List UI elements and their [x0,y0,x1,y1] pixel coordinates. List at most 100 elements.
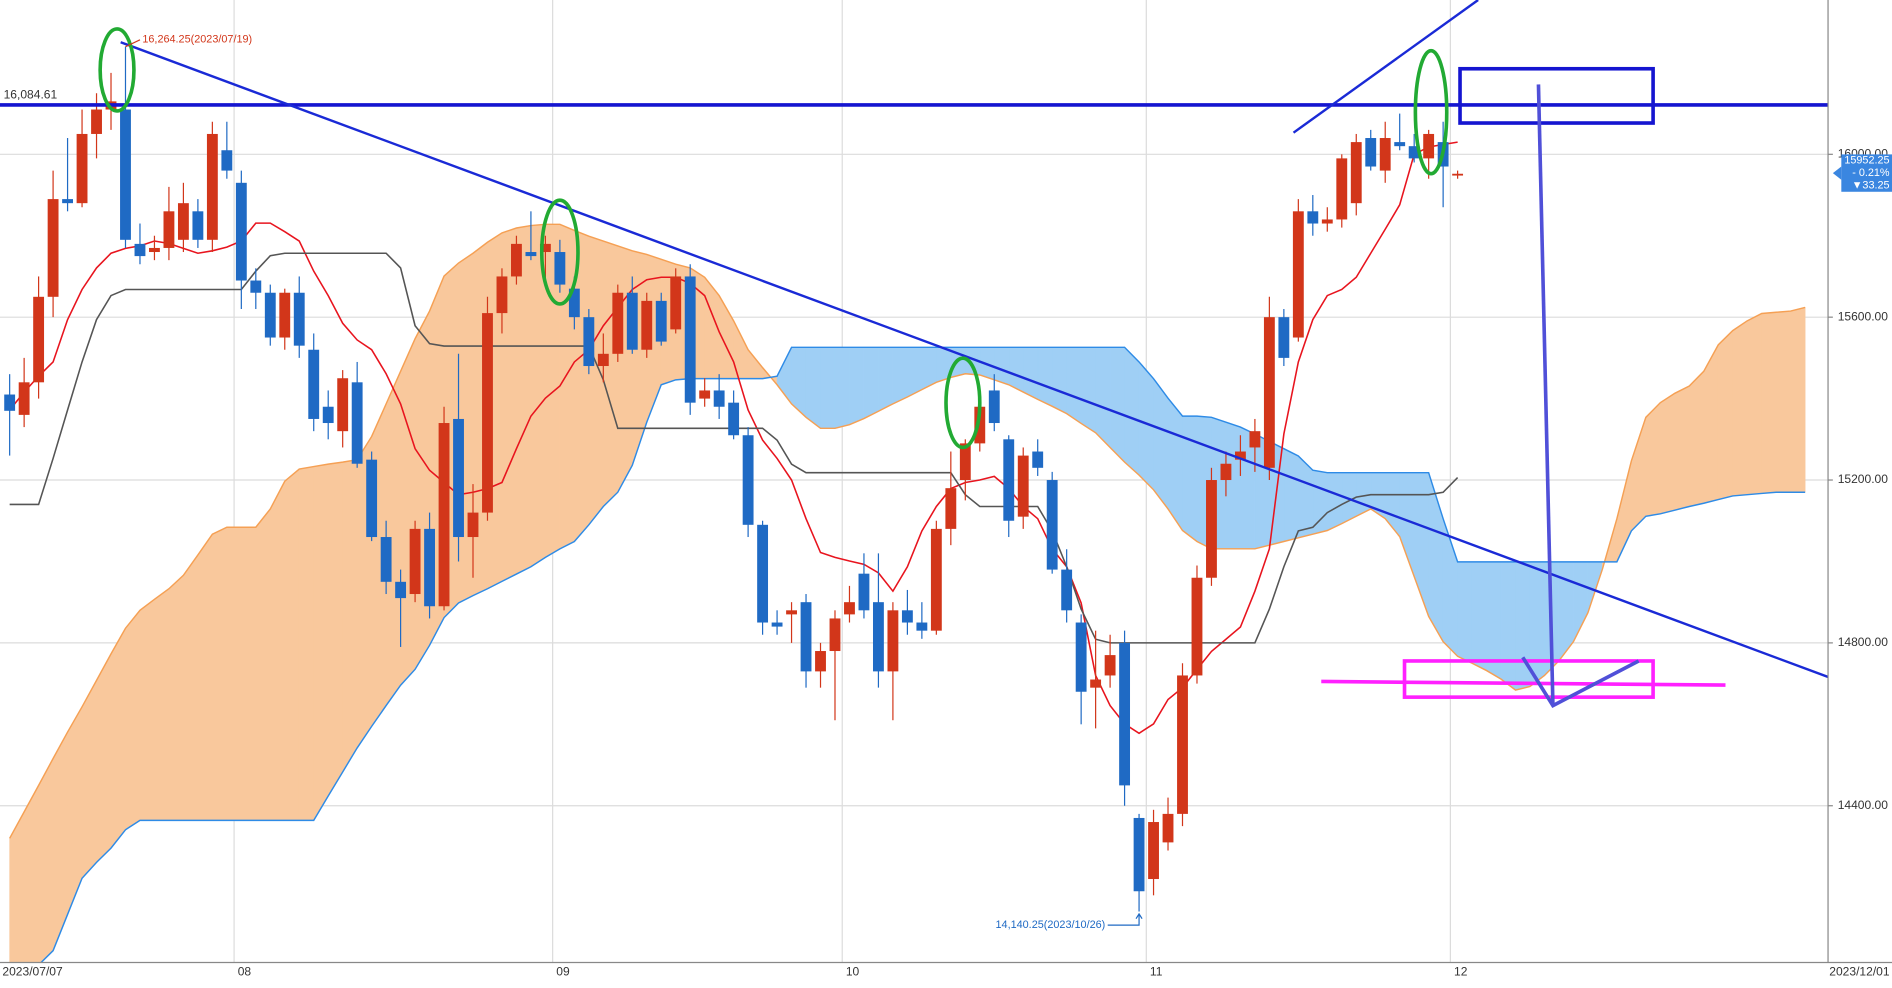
candle-body [351,382,363,464]
candle-body [988,390,1000,424]
candle-body [1292,211,1304,338]
candle-body [1423,133,1435,159]
cloud-fill [1471,561,1487,672]
candle-body [47,199,59,297]
candle-body [91,109,102,134]
cloud-fill [1790,307,1806,493]
candle-body [438,423,450,607]
cloud-fill [1182,415,1198,543]
cloud-fill [414,310,430,671]
x-tick-label: 10 [846,964,860,978]
candle-body [815,651,826,672]
highlight-ellipse [539,198,580,306]
cloud-fill [1225,421,1241,550]
candle-body [395,581,407,599]
cloud-fill [588,235,604,526]
cloud-fill [125,609,141,831]
cloud-fill [1051,346,1067,415]
cloud-fill [1153,377,1169,510]
candle-body [250,280,262,293]
y-tick-label: 15200.00 [1838,472,1889,486]
candle-body [366,459,378,538]
cloud-fill [327,461,343,798]
cloud-fill [820,346,836,429]
cloud-fill [197,533,213,821]
cloud-fill [1167,397,1183,532]
cloud-fill [1645,401,1661,517]
candle-body [424,528,435,607]
candle-body [177,203,189,240]
price-box-bg [1841,154,1892,192]
cloud-fill [1037,346,1053,407]
candle-body [583,317,595,367]
highlight-ellipse [1413,48,1449,176]
highlight-ellipse [944,356,982,450]
x-tick-label: 09 [556,964,570,978]
cloud-fill [1500,561,1516,691]
cloud-fill [1717,329,1734,500]
cloud-fill [1095,346,1111,449]
candle-body [1365,138,1377,167]
cloud-fill [516,225,532,575]
candle-body [699,390,711,399]
cloud-fill [183,553,199,821]
candle-body [235,182,247,281]
candle-body [1090,679,1102,688]
candle-body [1307,211,1319,224]
cloud-fill [298,466,315,821]
cloud-fill [863,346,879,420]
candle-body [1394,142,1406,147]
candle-body [525,252,537,257]
candle-body [1148,822,1159,880]
candle-body [62,199,74,204]
trend-line [1292,0,1479,134]
cloud-fill [1688,370,1705,507]
cloud-fill [81,680,97,879]
candle-body [1191,577,1203,676]
candle-body [120,109,131,240]
low-annotation: 14,140.25(2023/10/26) [996,919,1106,931]
cloud-fill [849,346,865,426]
candle-body [221,150,233,171]
cloud-fill [226,526,242,821]
candle-body [192,211,204,240]
cloud-fill [38,758,54,963]
target-box [1458,66,1655,125]
candle-body [1321,219,1333,224]
candle-body [829,618,841,652]
candle-body [800,602,812,672]
cloud-fill [1022,346,1039,400]
cloud-fill [269,481,286,821]
cloud-fill [1109,346,1125,463]
cloud-fill [110,627,126,849]
line-level-label: 16,084.61 [4,87,58,101]
candle-body [626,292,638,350]
candle-body [872,602,884,672]
price-box-pointer [1832,166,1842,180]
candle-body [974,406,986,444]
cloud-fill [241,526,257,821]
candle-body [539,243,551,253]
candle-body [322,406,334,424]
projection-arrow [1521,656,1640,708]
cloud-fill [1080,346,1096,434]
price-box: 15952.25 - 0.21% ▼33.25 [1832,154,1892,192]
cloud-fill [154,588,170,821]
candle-body [1162,813,1174,843]
candle-body [945,488,957,529]
candle-body [279,292,291,338]
y-tick-label: 15600.00 [1838,309,1889,323]
candle-body [511,243,522,277]
candle-body [597,353,609,367]
candle-body [728,402,740,436]
x-tick-label: 2023/07/07 [2,964,63,978]
candle-body [134,243,146,257]
candle-body [1032,451,1044,468]
user-drawings [0,0,1829,708]
cloud-fill [139,598,155,821]
projection-arrow [1536,84,1555,706]
candle-body [1278,317,1290,358]
candle-body [1003,439,1015,521]
candle-body [1249,431,1261,448]
